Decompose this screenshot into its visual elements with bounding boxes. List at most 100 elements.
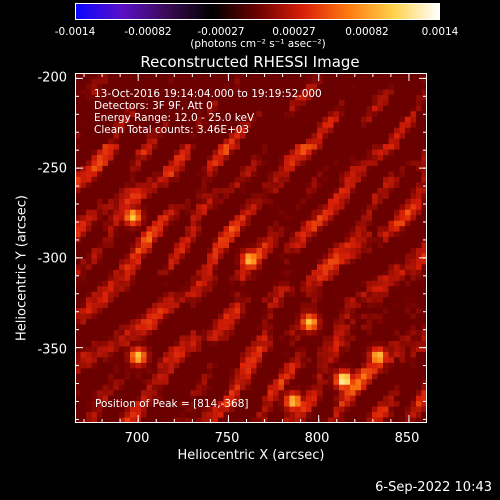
heatmap-cell (207, 193, 213, 200)
heatmap-cell (102, 78, 109, 85)
heatmap-cell (372, 313, 378, 320)
heatmap-cell (207, 187, 213, 194)
heatmap-cell (361, 340, 367, 347)
heatmap-cell (124, 78, 131, 85)
heatmap-cell (157, 335, 164, 342)
heatmap-cell (130, 182, 136, 189)
heatmap-cell (196, 330, 202, 336)
heatmap-cell (201, 368, 208, 375)
heatmap-cell (141, 379, 147, 386)
heatmap-cell (201, 138, 208, 145)
heatmap-cell (355, 226, 362, 232)
heatmap-cell (405, 297, 411, 303)
heatmap-cell (97, 330, 103, 336)
heatmap-cell (80, 105, 87, 112)
heatmap-cell (212, 297, 219, 303)
colorbar-tick: -0.00082 (124, 26, 172, 38)
heatmap-cell (399, 351, 406, 358)
heatmap-cell (366, 248, 373, 254)
heatmap-cell (102, 111, 109, 118)
heatmap-cell (245, 335, 252, 342)
heatmap-cell (163, 269, 169, 276)
heatmap-cell (322, 253, 329, 260)
heatmap-cell (152, 122, 158, 128)
heatmap-cell (201, 264, 208, 271)
heatmap-cell (146, 193, 153, 200)
heatmap-cell (405, 116, 411, 123)
heatmap-cell (372, 160, 378, 167)
heatmap-cell (168, 401, 175, 407)
heatmap-cell (229, 379, 235, 386)
heatmap-cell (383, 83, 389, 90)
heatmap-cell (108, 401, 114, 407)
heatmap-cell (322, 144, 329, 150)
heatmap-cell (229, 215, 235, 221)
heatmap-cell (289, 220, 296, 227)
heatmap-cell (80, 253, 87, 260)
heatmap-cell (333, 319, 340, 325)
heatmap-cell (102, 171, 109, 178)
heatmap-cell (196, 165, 202, 172)
heatmap-cell (102, 198, 109, 205)
heatmap-cell (130, 319, 136, 325)
heatmap-cell (190, 89, 197, 96)
heatmap-cell (190, 83, 197, 90)
heatmap-cell (333, 127, 340, 134)
heatmap-cell (190, 127, 197, 134)
heatmap-cell (212, 275, 219, 282)
heatmap-cell (146, 357, 153, 364)
heatmap-cell (234, 73, 241, 79)
heatmap-cell (333, 122, 340, 128)
heatmap-cell (251, 362, 257, 369)
heatmap-cell (421, 340, 427, 347)
heatmap-cell (108, 73, 114, 79)
heatmap-cell (388, 280, 395, 287)
heatmap-cell (124, 105, 131, 112)
heatmap-cell (361, 83, 367, 90)
heatmap-cell (295, 155, 301, 161)
heatmap-cell (146, 340, 153, 347)
heatmap-cell (86, 182, 92, 189)
heatmap-cell (300, 313, 307, 320)
heatmap-cell (113, 368, 120, 375)
heatmap-cell (372, 379, 378, 386)
heatmap-cell (333, 204, 340, 211)
heatmap-cell (201, 351, 208, 358)
heatmap-cell (405, 248, 411, 254)
heatmap-cell (146, 226, 153, 232)
heatmap-cell (97, 258, 103, 265)
heatmap-cell (344, 417, 351, 423)
heatmap-cell (388, 406, 395, 413)
heatmap-cell (262, 401, 268, 407)
heatmap-cell (410, 94, 417, 101)
heatmap-cell (113, 176, 120, 183)
heatmap-cell (102, 248, 109, 254)
heatmap-cell (152, 193, 158, 200)
heatmap-cell (273, 193, 279, 200)
heatmap-cell (399, 395, 406, 402)
heatmap-cell (366, 351, 373, 358)
heatmap-cell (339, 133, 345, 139)
heatmap-cell (284, 335, 290, 342)
heatmap-cell (388, 373, 395, 380)
heatmap-cell (350, 286, 356, 293)
heatmap-cell (273, 395, 279, 402)
heatmap-cell (405, 390, 411, 396)
heatmap-cell (190, 231, 197, 238)
heatmap-cell (251, 111, 257, 118)
heatmap-cell (146, 248, 153, 254)
heatmap-cell (306, 171, 312, 178)
heatmap-cell (141, 198, 147, 205)
heatmap-cell (80, 237, 87, 243)
heatmap-cell (223, 297, 230, 303)
heatmap-cell (421, 297, 427, 303)
heatmap-cell (141, 313, 147, 320)
heatmap-cell (234, 111, 241, 118)
heatmap-cell (174, 226, 180, 232)
heatmap-cell (146, 242, 153, 249)
heatmap-cell (157, 73, 164, 79)
heatmap-cell (185, 308, 191, 314)
heatmap-cell (361, 291, 367, 298)
heatmap-cell (113, 226, 120, 232)
heatmap-cell (366, 313, 373, 320)
